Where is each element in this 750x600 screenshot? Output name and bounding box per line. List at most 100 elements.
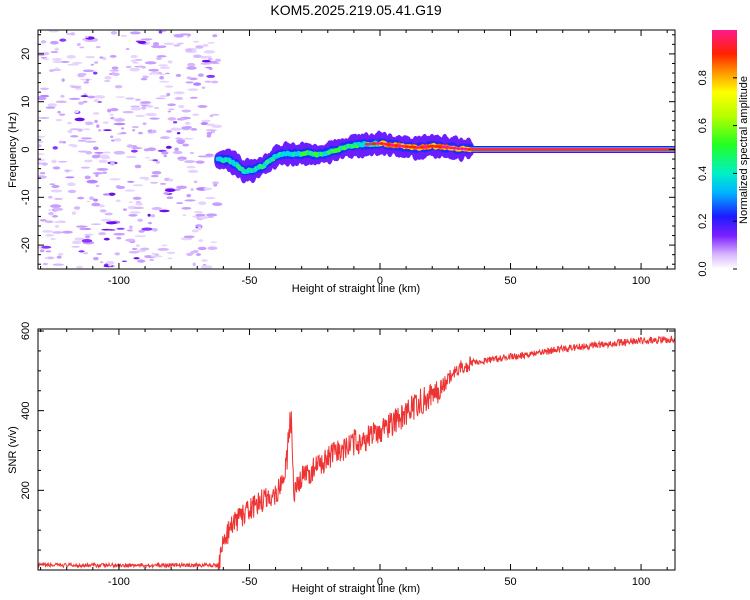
noise-speckle [125, 238, 136, 242]
noise-speckle [92, 38, 98, 42]
noise-speckle [91, 154, 101, 159]
noise-speckle [211, 124, 223, 129]
noise-speckle [142, 75, 149, 79]
noise-speckle [159, 209, 170, 213]
noise-speckle [211, 80, 219, 84]
noise-speckle [174, 147, 179, 152]
noise-speckle [82, 128, 91, 131]
noise-speckle [195, 45, 204, 49]
noise-speckle [74, 109, 80, 114]
trace-hot [441, 145, 446, 149]
noise-speckle [86, 78, 90, 82]
noise-speckle [114, 118, 125, 122]
colorbar-label: Normalized spectral amplitude [738, 76, 750, 224]
noise-speckle [132, 206, 145, 210]
noise-speckle [166, 92, 171, 97]
noise-speckle [38, 153, 45, 155]
noise-speckle [70, 128, 81, 131]
snr-y-ticks: 200 400 600 [20, 322, 675, 551]
noise-speckle [135, 98, 141, 102]
trace-hot [459, 147, 465, 151]
noise-speckle [72, 61, 83, 65]
noise-speckle [44, 233, 55, 237]
noise-speckle [76, 265, 83, 269]
noise-speckle [53, 197, 64, 200]
noise-speckle [155, 97, 166, 100]
noise-speckle [205, 66, 212, 69]
noise-speckle [94, 151, 105, 154]
noise-speckle [102, 151, 112, 154]
noise-speckle [167, 103, 177, 107]
noise-speckle [130, 31, 141, 35]
trace-hot [412, 145, 417, 149]
noise-speckle [38, 116, 50, 119]
noise-speckle [198, 239, 204, 242]
noise-speckle [85, 55, 95, 59]
noise-speckle [206, 131, 213, 135]
noise-speckle [51, 69, 62, 71]
noise-speckle [181, 109, 191, 113]
noise-speckle [134, 164, 142, 169]
noise-speckle [120, 34, 127, 38]
noise-speckle [149, 258, 154, 262]
noise-speckle [100, 218, 112, 222]
noise-speckle [38, 144, 42, 148]
noise-speckle [132, 184, 144, 187]
trace-hot [456, 147, 461, 150]
snr-panel: -100 -50 0 50 100 200 400 600 Height of straig… [7, 322, 676, 595]
noise-speckle [102, 56, 107, 61]
trace-hot [390, 143, 395, 147]
noise-speckle [186, 66, 197, 70]
spectrogram-y-label: Frequency (Hz) [7, 112, 19, 188]
noise-speckle [205, 213, 218, 217]
snr-x-tick-label: -100 [108, 576, 130, 588]
noise-speckle [161, 151, 169, 155]
colorbar-tick-label: 0.2 [697, 214, 709, 229]
noise-speckle [67, 129, 73, 134]
noise-speckle [96, 124, 100, 128]
noise-speckle [186, 193, 192, 198]
noise-speckle [89, 196, 95, 201]
noise-speckle [53, 221, 65, 224]
trace-hot [445, 145, 450, 149]
noise-speckle [167, 257, 173, 260]
noise-speckle [116, 185, 126, 189]
noise-speckle [198, 201, 207, 206]
noise-speckle [166, 130, 173, 133]
noise-speckle [51, 215, 59, 218]
noise-speckle [181, 126, 191, 130]
noise-speckle [149, 181, 159, 184]
noise-speckle [48, 195, 53, 199]
spectrogram-noise [38, 30, 223, 269]
spectrogram-y-ticks: -20 -10 0 10 20 [20, 34, 675, 265]
trace-hot [386, 143, 392, 146]
noise-speckle [48, 209, 52, 211]
noise-speckle [58, 140, 63, 144]
noise-speckle [73, 206, 81, 210]
noise-speckle [109, 107, 119, 112]
noise-speckle [50, 238, 56, 241]
noise-speckle [129, 211, 141, 214]
noise-speckle [140, 247, 150, 251]
trace-hot [419, 145, 424, 149]
noise-speckle [84, 140, 97, 143]
noise-speckle [168, 108, 175, 111]
noise-speckle [109, 178, 121, 181]
noise-speckle [135, 114, 146, 118]
noise-speckle [110, 116, 115, 120]
noise-speckle [94, 61, 99, 64]
noise-speckle [200, 62, 212, 65]
noise-speckle [98, 159, 108, 163]
noise-speckle [186, 166, 196, 169]
noise-speckle [131, 147, 143, 150]
noise-speckle [129, 225, 133, 230]
noise-speckle [126, 144, 134, 148]
noise-speckle [195, 253, 202, 256]
noise-speckle [150, 174, 159, 178]
noise-speckle [50, 189, 63, 193]
snr-x-ticks: -100 -50 0 50 100 [40, 329, 668, 588]
noise-speckle [49, 183, 56, 185]
noise-speckle [204, 80, 213, 83]
noise-speckle [197, 226, 202, 231]
noise-speckle [187, 88, 199, 91]
